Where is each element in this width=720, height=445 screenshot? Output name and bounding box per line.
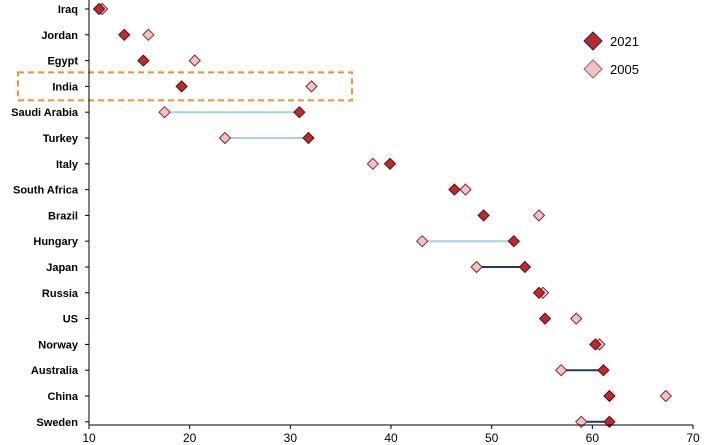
x-tick-label-60: 60 xyxy=(586,431,600,445)
point-2021-turkey xyxy=(302,131,315,145)
category-label-sweden: Sweden xyxy=(36,417,78,429)
point-2021-jordan xyxy=(118,28,131,42)
x-tick-label-50: 50 xyxy=(485,431,499,445)
point-2005-saudi-arabia xyxy=(158,105,171,119)
point-2021-norway xyxy=(589,338,602,351)
point-2005-us xyxy=(570,312,583,325)
category-label-japan: Japan xyxy=(46,262,78,274)
point-2005-india xyxy=(305,80,318,93)
category-label-brazil: Brazil xyxy=(48,210,78,222)
category-label-us: US xyxy=(63,314,78,326)
point-2005-japan xyxy=(470,260,483,274)
category-label-iraq: Iraq xyxy=(58,4,78,16)
point-2021-russia xyxy=(532,286,546,300)
point-2021-iraq xyxy=(92,2,106,16)
x-tick-label-70: 70 xyxy=(686,431,700,445)
x-tick-label-30: 30 xyxy=(284,431,298,445)
category-label-hungary: Hungary xyxy=(33,236,79,248)
category-label-turkey: Turkey xyxy=(43,133,79,145)
point-2005-brazil xyxy=(532,209,546,222)
category-label-jordan: Jordan xyxy=(41,30,78,42)
point-2021-egypt xyxy=(137,54,150,67)
category-label-italy: Italy xyxy=(56,159,79,171)
legend-marker-2021 xyxy=(583,31,603,51)
point-2005-jordan xyxy=(142,28,155,42)
point-2021-india xyxy=(175,80,188,93)
category-label-china: China xyxy=(47,391,78,403)
category-label-norway: Norway xyxy=(38,339,79,351)
category-label-russia: Russia xyxy=(42,288,79,300)
point-2021-us xyxy=(538,312,552,325)
point-2021-south-africa xyxy=(448,183,461,196)
highlight-box-india xyxy=(17,71,353,102)
category-label-australia: Australia xyxy=(31,365,79,377)
point-2005-australia xyxy=(554,363,568,377)
point-2005-italy xyxy=(366,157,380,171)
legend-label-2005: 2005 xyxy=(610,62,639,77)
point-2005-sweden xyxy=(575,415,588,429)
point-2005-china xyxy=(659,389,673,403)
point-2021-australia xyxy=(597,363,610,377)
x-tick-label-40: 40 xyxy=(384,431,398,445)
category-label-saudi-arabia: Saudi Arabia xyxy=(11,107,79,119)
x-tick-label-10: 10 xyxy=(82,431,96,445)
point-2005-turkey xyxy=(218,131,232,145)
point-2021-saudi-arabia xyxy=(293,105,306,119)
x-tick-label-20: 20 xyxy=(183,431,197,445)
point-2021-italy xyxy=(383,157,397,171)
point-2021-japan xyxy=(518,260,532,274)
category-label-egypt: Egypt xyxy=(47,56,78,68)
point-2005-hungary xyxy=(415,234,429,248)
legend-marker-2005 xyxy=(583,59,603,79)
point-2021-china xyxy=(603,389,616,403)
point-2021-hungary xyxy=(507,234,521,248)
category-label-south-africa: South Africa xyxy=(13,185,79,197)
point-2021-sweden xyxy=(603,415,616,429)
point-2005-south-africa xyxy=(459,183,472,196)
point-2005-egypt xyxy=(188,54,201,67)
point-2021-brazil xyxy=(477,209,490,222)
category-label-india: India xyxy=(52,81,79,93)
legend-label-2021: 2021 xyxy=(610,34,639,49)
